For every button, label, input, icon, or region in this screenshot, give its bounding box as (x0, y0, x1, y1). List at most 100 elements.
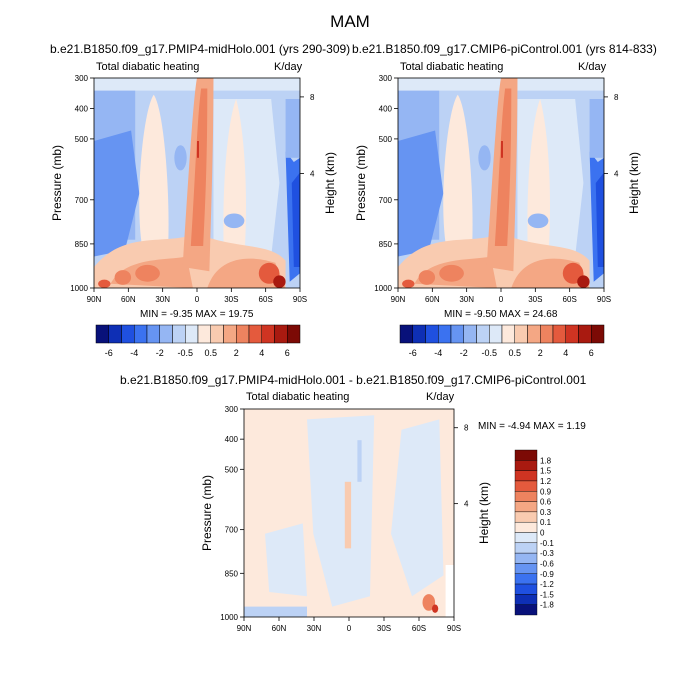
contour-region (197, 141, 199, 158)
contour-region (265, 523, 307, 597)
colorbar-label: 0.5 (204, 348, 217, 358)
contour-region (391, 419, 444, 597)
y-tick-label: 500 (379, 135, 393, 144)
colorbar-label: 4 (563, 348, 568, 358)
y-tick-label: 400 (225, 435, 239, 444)
colorbar-label: -6 (409, 348, 417, 358)
colorbar-swatch (438, 324, 452, 344)
contour-region (445, 565, 454, 617)
y-tick-label: 400 (75, 104, 89, 113)
colorbar-label: -4 (434, 348, 442, 358)
colorbar-label: 0.5 (508, 348, 521, 358)
colorbar-swatch (540, 324, 554, 344)
panel-stats: MIN = -9.35 MAX = 19.75 (140, 309, 254, 320)
y-tick-label: 700 (75, 196, 89, 205)
colorbar-label: 4 (259, 348, 264, 358)
contour-region (422, 594, 436, 611)
y2-axis-title: Height (km) (323, 152, 337, 214)
panel-left-label: Total diabatic heating (96, 61, 200, 73)
contour-region (190, 88, 208, 246)
y2-tick-label: 4 (464, 500, 469, 509)
x-tick-label: 60N (272, 624, 287, 633)
y2-tick-label: 8 (464, 424, 469, 433)
colorbar-swatch (514, 594, 538, 605)
panel-subtitle: b.e21.B1850.f09_g17.CMIP6-piControl.001 … (352, 42, 657, 56)
contour-region (244, 606, 307, 617)
contour-region (398, 130, 444, 257)
panel-stats: MIN = -9.50 MAX = 24.68 (444, 309, 558, 320)
colorbar-swatch (514, 470, 538, 482)
contour-region (577, 275, 590, 288)
y-axis-title: Pressure (mb) (200, 475, 214, 551)
y2-axis-title: Height (km) (627, 152, 641, 214)
y-axis-title: Pressure (mb) (354, 145, 368, 221)
colorbar-swatch (399, 324, 413, 344)
colorbar-swatch (514, 491, 538, 502)
heatmap-field (398, 78, 604, 288)
x-tick-label: 0 (195, 295, 200, 304)
x-tick-label: 30S (224, 295, 238, 304)
contour-region (94, 130, 140, 257)
colorbar-label: -0.5 (481, 348, 497, 358)
x-tick-label: 60N (425, 295, 440, 304)
colorbar-swatch (514, 521, 538, 533)
y2-tick-label: 4 (310, 170, 315, 179)
contour-region (357, 440, 362, 482)
colorbar-label: -1.5 (540, 590, 554, 599)
x-tick-label: 60S (563, 295, 577, 304)
contour-region (291, 172, 300, 267)
y-tick-label: 400 (379, 104, 393, 113)
contour-region (494, 88, 512, 246)
colorbar-swatch (501, 324, 515, 344)
colorbar-swatch (514, 552, 538, 564)
contour-region (595, 172, 604, 267)
y-tick-label: 700 (379, 196, 393, 205)
colorbar-swatch (489, 324, 503, 344)
contour-region (418, 270, 436, 285)
x-tick-label: 30S (377, 624, 391, 633)
colorbar-label: 0.9 (540, 487, 552, 496)
colorbar-label: 0.3 (540, 508, 552, 517)
colorbar-swatch (450, 324, 464, 344)
contour-region (98, 279, 111, 288)
y-tick-label: 850 (75, 240, 89, 249)
contour-region (517, 99, 584, 257)
colorbar-swatch (261, 324, 275, 344)
y2-tick-label: 8 (310, 93, 315, 102)
colorbar-label: 6 (285, 348, 290, 358)
colorbar-swatch (476, 324, 490, 344)
contour-region (443, 94, 473, 246)
x-tick-label: 30N (459, 295, 474, 304)
colorbar-swatch (412, 324, 426, 344)
colorbar-swatch (514, 501, 538, 513)
panel-units-label: K/day (426, 391, 455, 403)
colorbar-swatch (514, 480, 538, 492)
colorbar-swatch (248, 324, 262, 344)
colorbar-swatch (514, 532, 538, 544)
x-tick-label: 60S (259, 295, 273, 304)
contour-region (285, 99, 300, 158)
colorbar-swatch (514, 563, 538, 574)
heatmap-field (94, 78, 300, 288)
x-tick-label: 60N (121, 295, 136, 304)
y-tick-label: 500 (225, 465, 239, 474)
colorbar-label: 6 (589, 348, 594, 358)
x-tick-label: 30N (307, 624, 322, 633)
y-tick-label: 850 (225, 569, 239, 578)
colorbar-swatch (287, 324, 301, 344)
contour-region (589, 99, 604, 158)
colorbar-swatch (134, 324, 148, 344)
colorbar-swatch (552, 324, 566, 344)
x-tick-label: 90S (447, 624, 461, 633)
heatmap-field (244, 409, 454, 617)
y-tick-label: 700 (225, 526, 239, 535)
y2-axis-title: Height (km) (477, 482, 491, 544)
y-tick-label: 500 (75, 135, 89, 144)
colorbar-label: -2 (460, 348, 468, 358)
panel-subtitle: b.e21.B1850.f09_g17.PMIP4-midHolo.001 (y… (50, 42, 351, 56)
colorbar-swatch (514, 604, 538, 616)
x-tick-label: 90S (597, 295, 611, 304)
colorbar-label: -0.3 (540, 549, 554, 558)
colorbar-swatch (159, 324, 173, 344)
panel-units-label: K/day (578, 61, 607, 73)
